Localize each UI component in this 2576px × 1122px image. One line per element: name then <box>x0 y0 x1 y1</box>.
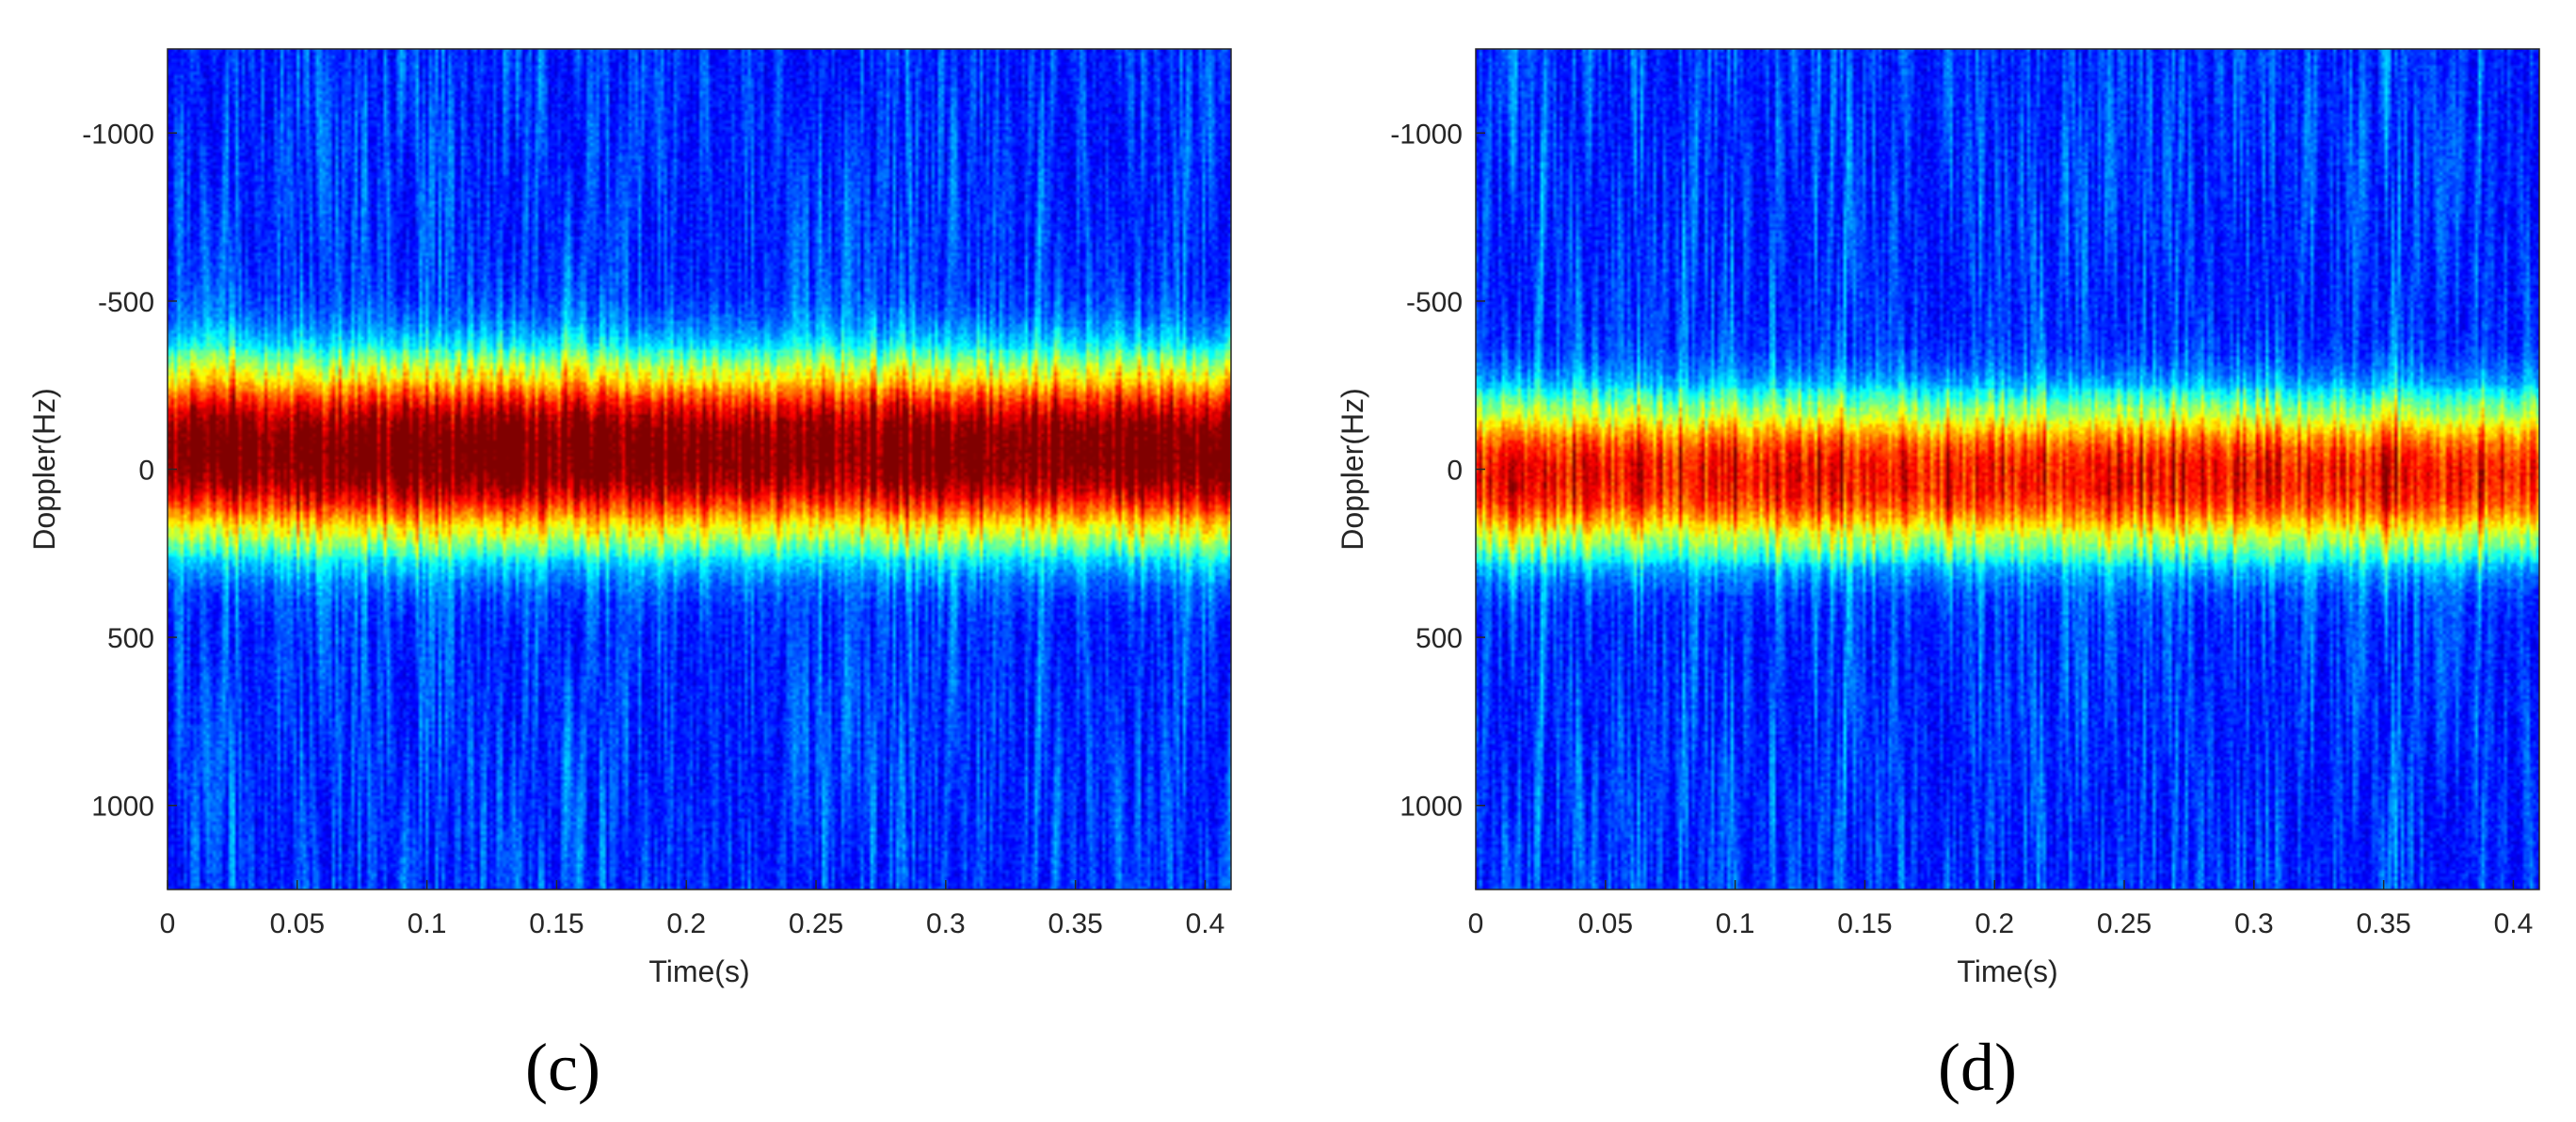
panel-label-c: (c) <box>525 1030 600 1105</box>
y-tick-label-d: 0 <box>1447 456 1463 487</box>
y-tick-label-c: 1000 <box>91 792 154 823</box>
x-tick-label-d: 0.1 <box>1716 908 1755 939</box>
y-tick-label-d: 1000 <box>1400 792 1463 823</box>
x-tick-label-d: 0.25 <box>2097 908 2152 939</box>
x-tick-label-c: 0.05 <box>270 908 325 939</box>
x-tick-label-c: 0.4 <box>1186 908 1225 939</box>
x-tick-label-c: 0.3 <box>926 908 966 939</box>
y-axis-label-d: Doppler(Hz) <box>1336 388 1369 550</box>
x-tick-label-c: 0.1 <box>408 908 447 939</box>
heatmap-image-c <box>168 49 1231 890</box>
y-tick-label-c: 500 <box>107 623 154 654</box>
x-tick-label-d: 0.4 <box>2494 908 2534 939</box>
x-tick-label-d: 0.15 <box>1837 908 1892 939</box>
panel-label-d: (d) <box>1938 1030 2017 1105</box>
x-tick-label-c: 0 <box>160 908 176 939</box>
y-tick-label-d: -1000 <box>1390 119 1463 150</box>
y-tick-label-d: 500 <box>1416 623 1463 654</box>
x-tick-label-d: 0.05 <box>1578 908 1633 939</box>
y-axis-label-c: Doppler(Hz) <box>27 388 61 550</box>
y-tick-label-c: 0 <box>138 456 154 487</box>
x-axis-label-d: Time(s) <box>1957 954 2057 988</box>
x-tick-label-c: 0.35 <box>1048 908 1102 939</box>
x-tick-label-c: 0.2 <box>666 908 706 939</box>
spectrogram-panel-c: 0 0.05 0.1 0.15 0.2 0.25 0.3 0.35 0.4 -1000 -500 0 5… <box>27 48 1232 1105</box>
spectrogram-panel-d: 0 0.05 0.1 0.15 0.2 0.25 0.3 0.35 0.4 -1000 -500 0 5… <box>1336 48 2540 1105</box>
x-tick-label-c: 0.15 <box>529 908 584 939</box>
x-tick-label-c: 0.25 <box>789 908 843 939</box>
y-tick-label-d: -500 <box>1406 287 1463 318</box>
x-tick-label-d: 0 <box>1468 908 1484 939</box>
x-axis-label-c: Time(s) <box>648 954 749 988</box>
x-tick-label-d: 0.3 <box>2234 908 2274 939</box>
y-tick-label-c: -500 <box>98 287 154 318</box>
y-tick-label-c: -1000 <box>82 119 154 150</box>
x-tick-label-d: 0.2 <box>1975 908 2014 939</box>
heatmap-image-d <box>1476 49 2539 890</box>
x-tick-label-d: 0.35 <box>2356 908 2410 939</box>
